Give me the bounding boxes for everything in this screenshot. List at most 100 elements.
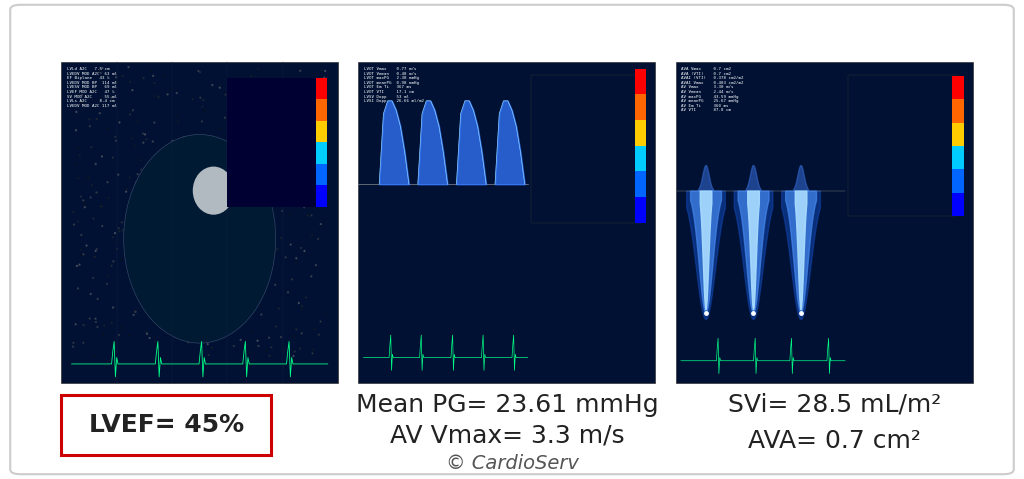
Point [144, 265, 161, 273]
Point [311, 128, 328, 136]
Point [163, 189, 179, 196]
Point [293, 244, 309, 252]
Point [189, 220, 206, 228]
Point [256, 220, 272, 228]
Ellipse shape [124, 135, 275, 343]
Point [166, 287, 182, 295]
Point [145, 72, 162, 80]
Point [173, 218, 189, 226]
Bar [315, 78, 327, 99]
Point [225, 282, 242, 289]
Point [72, 151, 88, 159]
Point [206, 318, 222, 326]
Point [99, 125, 116, 132]
Point [219, 320, 236, 328]
Point [296, 247, 312, 255]
Point [184, 95, 201, 103]
Text: AVA= 0.7 cm²: AVA= 0.7 cm² [749, 429, 921, 453]
Point [82, 315, 98, 322]
Point [212, 84, 228, 91]
Point [228, 124, 245, 131]
Point [272, 95, 289, 103]
Point [210, 167, 226, 174]
Point [128, 142, 144, 149]
Point [223, 152, 240, 160]
Point [112, 119, 128, 126]
Point [217, 114, 233, 122]
Point [244, 283, 260, 291]
Point [221, 92, 238, 100]
Point [258, 274, 274, 282]
Point [65, 208, 81, 216]
Point [124, 86, 140, 94]
Point [215, 253, 231, 261]
Point [138, 272, 155, 280]
Point [304, 350, 321, 357]
Point [140, 159, 157, 167]
Point [129, 171, 145, 178]
Point [170, 118, 186, 125]
Point [282, 184, 298, 192]
Point [267, 147, 284, 155]
Point [250, 337, 266, 344]
Point [139, 330, 156, 338]
Point [200, 340, 216, 348]
Bar [952, 99, 964, 123]
Point [136, 175, 153, 182]
Point [262, 177, 279, 184]
Point [104, 233, 121, 241]
Point [249, 160, 265, 168]
Point [252, 302, 268, 310]
Point [69, 108, 85, 116]
Point [93, 203, 110, 210]
Point [89, 295, 105, 303]
Point [124, 135, 140, 142]
Text: LVLd A2C   7.5 cm
LVEDV MOD A2C  63 ml
EF Biplane   43 %
LVEDV MOD BP  114 ml
LV: LVLd A2C 7.5 cm LVEDV MOD A2C 63 ml EF B… [67, 67, 117, 108]
Point [278, 183, 294, 191]
Point [288, 326, 304, 333]
Point [160, 306, 176, 313]
Point [158, 211, 174, 218]
Point [196, 96, 212, 104]
Point [91, 67, 108, 75]
Bar [635, 94, 646, 120]
Point [295, 99, 311, 107]
Point [269, 245, 286, 253]
Point [297, 202, 313, 210]
Point [173, 333, 189, 341]
Point [89, 323, 105, 331]
Point [176, 331, 193, 339]
Point [141, 270, 158, 277]
Point [109, 238, 125, 246]
Point [213, 200, 229, 207]
Text: AVA Vmax     0.7 cm2
AVA (VTI)    0.7 cm2
AVAI (VTI)   0.378 cm2/m2
AVAI Vmax   : AVA Vmax 0.7 cm2 AVA (VTI) 0.7 cm2 AVAI … [681, 67, 743, 113]
Point [119, 185, 135, 193]
Point [316, 74, 333, 81]
Point [135, 74, 152, 82]
Point [83, 143, 99, 151]
Point [92, 109, 109, 117]
Point [274, 207, 291, 215]
Point [164, 137, 180, 145]
Point [143, 68, 160, 75]
Bar [315, 121, 327, 142]
Point [86, 352, 102, 360]
Point [94, 222, 111, 230]
Bar [952, 146, 964, 170]
Point [285, 171, 301, 179]
Point [130, 118, 146, 125]
Point [99, 178, 116, 186]
Point [241, 122, 257, 129]
Point [72, 261, 88, 269]
Point [264, 195, 281, 203]
Point [228, 277, 245, 285]
Point [697, 309, 714, 317]
Point [247, 302, 263, 310]
Point [158, 214, 174, 221]
Point [194, 118, 210, 125]
FancyBboxPatch shape [61, 395, 271, 455]
Point [83, 290, 99, 298]
Point [223, 310, 240, 318]
Point [261, 220, 278, 228]
Point [229, 120, 246, 127]
